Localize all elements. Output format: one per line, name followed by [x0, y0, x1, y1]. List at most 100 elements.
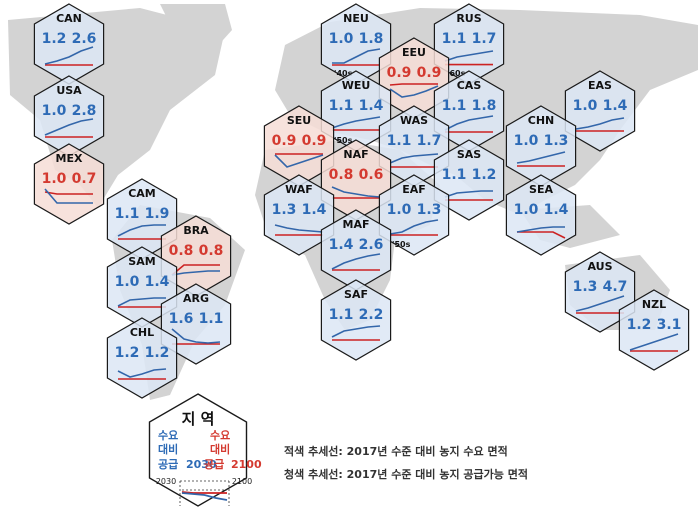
region-ratio-2030: 1.1: [442, 98, 467, 114]
region-supply-trend: [444, 115, 494, 131]
region-ratio-2030: 1.1: [115, 206, 140, 222]
region-ratio-2030: 0.9: [272, 133, 297, 149]
region-demand-trend: [44, 191, 93, 195]
region-code: NZL: [642, 298, 666, 311]
region-ratio-2100: 1.8: [472, 98, 497, 114]
region-hex-arg: ARG 1.6 1.1: [160, 283, 232, 365]
legend-blue-label-2: 대비: [158, 442, 178, 456]
region-ratio-2030: 0.8: [169, 243, 194, 259]
region-supply-trend: [516, 151, 566, 164]
region-hex-sas: SAS 1.1 1.2: [433, 139, 505, 221]
region-ratio-2100: 1.3: [417, 202, 442, 218]
region-hex-aus: AUS 1.3 4.7: [564, 251, 636, 333]
region-supply-trend: [117, 224, 166, 237]
region-ratio-2030: 0.9: [387, 65, 412, 81]
region-code: CAM: [128, 187, 156, 200]
region-crossover-note: '40s: [334, 69, 353, 78]
region-supply-trend: [444, 50, 494, 62]
region-supply-trend: [44, 188, 93, 204]
legend-axis-end: 2100: [232, 477, 252, 486]
legend-red-label-2: 대비: [210, 442, 230, 456]
region-supply-trend: [389, 153, 439, 164]
blue-line-note: 청색 추세선: 2017년 수준 대비 농지 공급가능 면적: [284, 468, 528, 481]
region-code: MEX: [56, 152, 83, 165]
region-demand-trend: [389, 83, 438, 86]
region-code: CHL: [130, 326, 154, 339]
region-ratio-2100: 0.7: [72, 171, 97, 187]
region-code: WAS: [400, 114, 428, 127]
region-ratio-2100: 2.6: [359, 237, 384, 253]
region-ratio-2030: 1.0: [42, 171, 67, 187]
region-hex-rus: RUS 1.1 1.7 '60s: [433, 3, 505, 85]
region-demand-trend: [517, 231, 566, 239]
region-supply-trend: [171, 270, 220, 276]
region-ratio-2100: 1.4: [145, 274, 170, 290]
legend-title: 지 역: [182, 410, 215, 428]
region-ratio-2100: 1.9: [145, 206, 170, 222]
legend-red-label-1: 수요: [210, 429, 230, 442]
region-ratio-2030: 1.3: [573, 279, 598, 295]
legend-red-year: 2100: [231, 458, 262, 471]
region-ratio-2100: 2.8: [72, 103, 97, 119]
region-ratio-2030: 1.6: [169, 311, 194, 327]
region-hex-usa: USA 1.0 2.8: [33, 75, 105, 157]
region-ratio-2030: 1.0: [573, 98, 598, 114]
region-hex-weu: WEU 1.1 1.4 '50s: [320, 70, 392, 152]
region-ratio-2030: 1.0: [329, 31, 354, 47]
region-code: SAS: [457, 148, 481, 161]
region-crossover-note: '60s: [447, 69, 466, 78]
region-supply-trend: [274, 154, 324, 168]
region-ratio-2030: 1.1: [329, 98, 354, 114]
region-code: RUS: [456, 12, 481, 25]
region-hex-naf: NAF 0.8 0.6: [320, 139, 392, 221]
region-ratio-2100: 1.4: [544, 202, 569, 218]
region-code: SAM: [128, 255, 155, 268]
region-hex-eeu: EEU 0.9 0.9: [378, 37, 450, 119]
region-ratio-2100: 1.8: [359, 31, 384, 47]
region-ratio-2100: 1.4: [302, 202, 327, 218]
region-supply-trend: [171, 328, 221, 344]
legend-blue-label-1: 수요: [158, 429, 178, 442]
region-ratio-2030: 0.8: [329, 167, 354, 183]
region-hex-cas: CAS 1.1 1.8: [433, 70, 505, 152]
legend-red-trend: [181, 491, 227, 494]
region-supply-trend: [117, 368, 167, 378]
land-greenland: [160, 4, 232, 60]
region-code: WAF: [285, 183, 313, 196]
region-supply-trend: [389, 85, 439, 98]
region-code: EAS: [588, 79, 612, 92]
region-code: BRA: [183, 224, 209, 237]
region-code: EEU: [402, 46, 426, 59]
region-supply-trend: [444, 190, 493, 198]
region-ratio-2030: 1.0: [42, 103, 67, 119]
region-hex-mex: MEX 1.0 0.7: [33, 143, 105, 225]
region-ratio-2100: 1.1: [199, 311, 224, 327]
region-code: USA: [56, 84, 82, 97]
region-ratio-2030: 1.0: [514, 133, 539, 149]
region-ratio-2100: 0.6: [359, 167, 384, 183]
legend-axis-start: 2030: [156, 477, 176, 486]
region-hex-outline: [33, 143, 105, 225]
region-code: EAF: [402, 183, 426, 196]
region-supply-trend: [274, 224, 324, 233]
region-ratio-2030: 1.1: [442, 167, 467, 183]
region-hex-sea: SEA 1.0 1.4: [505, 174, 577, 256]
region-supply-trend: [332, 48, 381, 64]
region-ratio-2100: 1.2: [145, 345, 170, 361]
region-code: MAF: [343, 218, 370, 231]
region-hex-neu: NEU 1.0 1.8 '40s: [320, 3, 392, 85]
region-ratio-2100: 2.2: [359, 307, 384, 323]
region-ratio-2030: 1.4: [329, 237, 354, 253]
region-crossover-note: '50s: [392, 240, 411, 249]
region-code: CAS: [457, 79, 482, 92]
region-hex-outline: [564, 251, 636, 333]
region-code: CAN: [56, 12, 82, 25]
region-supply-trend: [629, 333, 679, 351]
region-ratio-2030: 1.2: [627, 317, 652, 333]
region-ratio-2100: 1.7: [417, 133, 442, 149]
region-hex-chn: CHN 1.0 1.3: [505, 105, 577, 187]
region-code: SEU: [287, 114, 311, 127]
region-code: AUS: [587, 260, 612, 273]
region-supply-trend: [331, 186, 381, 198]
